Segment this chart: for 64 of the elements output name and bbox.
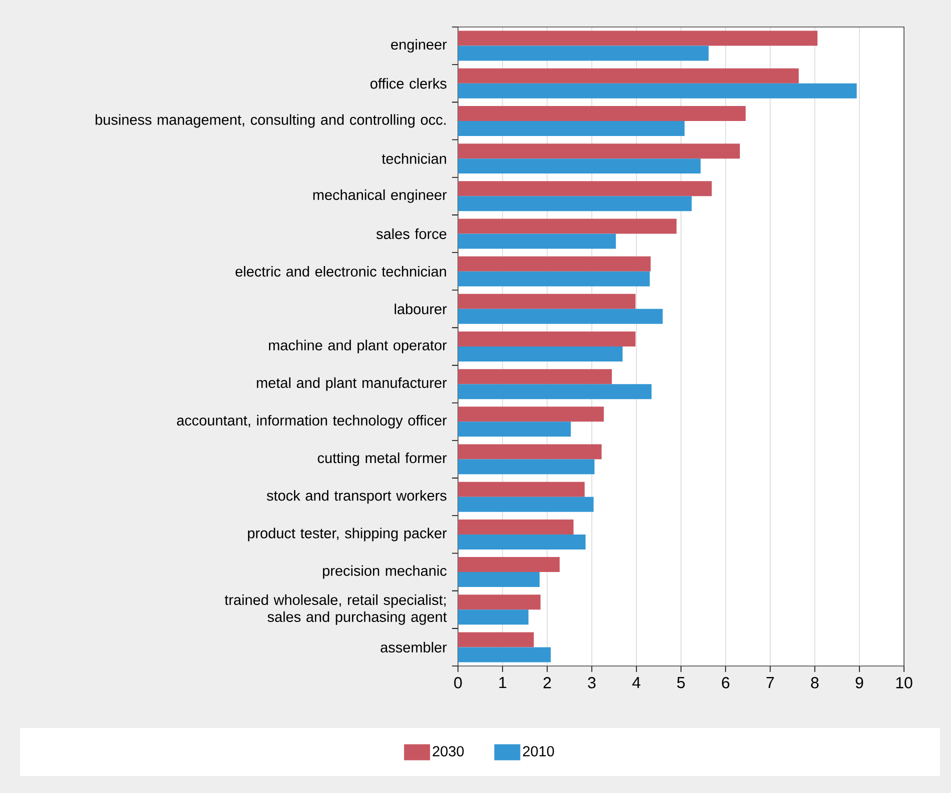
bar: [458, 196, 692, 212]
bar: [458, 534, 586, 550]
y-tick-label: stock and transport workers: [266, 490, 446, 504]
bar: [458, 422, 571, 437]
bar: [458, 444, 602, 460]
bar: [458, 406, 604, 422]
bar: [458, 218, 677, 234]
bar: [458, 496, 594, 512]
bar: [458, 308, 663, 324]
bar: [458, 647, 551, 662]
bar: [458, 294, 636, 309]
y-tick-label: business management, consulting and controlling occ.: [96, 114, 446, 128]
y-tick-label: labourer: [394, 304, 447, 314]
bar: [458, 256, 651, 272]
y-tick-label: precision mechanic: [322, 565, 447, 579]
y-tick-label: office clerks: [370, 78, 446, 89]
x-tick-label: 4: [632, 677, 640, 688]
y-tick-label: sales force: [376, 228, 446, 240]
bar: [458, 181, 712, 196]
bar: [458, 83, 857, 98]
x-tick-label: 1: [499, 677, 506, 688]
bar: [458, 144, 740, 159]
bar: [458, 594, 541, 610]
y-tick-label: machine and plant operator: [268, 340, 447, 354]
y-tick-label: technician: [382, 153, 446, 164]
y-tick-label: assembler: [380, 642, 447, 653]
bar: [458, 158, 701, 174]
y-tick-label: electric and electronic technician: [236, 266, 446, 277]
bar: [458, 46, 709, 61]
y-tick-label: trained wholesale, retail specialist; sales and purchasing agent: [224, 594, 447, 625]
x-tick-label: 0: [454, 677, 462, 688]
y-tick-label: product tester, shipping packer: [248, 528, 447, 542]
x-tick-label: 5: [677, 677, 685, 688]
bar: [458, 106, 746, 121]
x-tick-label: 10: [896, 677, 912, 688]
y-tick-label: mechanical engineer: [313, 189, 447, 203]
y-tick-label: accountant, information technology officer: [177, 414, 447, 428]
x-tick-label: 7: [766, 677, 774, 688]
bar: [458, 384, 652, 400]
y-tick-label: engineer: [391, 39, 447, 53]
y-tick-label: cutting metal former: [318, 452, 447, 466]
legend-label: 2010: [523, 746, 554, 756]
x-tick-label: 8: [811, 677, 819, 688]
bar: [458, 519, 574, 534]
bar: [458, 369, 612, 384]
bar: [458, 234, 616, 249]
bar: [458, 557, 560, 572]
bar: [458, 68, 799, 84]
bar: [458, 120, 685, 136]
bar: [458, 271, 650, 286]
bar: [458, 632, 534, 648]
x-tick-label: 9: [856, 677, 864, 688]
bar: [458, 332, 636, 347]
bar: [458, 572, 540, 588]
bar: [458, 30, 818, 46]
legend-label: 2030: [432, 746, 464, 756]
bar: [458, 459, 594, 474]
y-tick-label: metal and plant manufacturer: [256, 377, 447, 391]
x-tick-label: 6: [722, 677, 730, 688]
x-tick-label: 2: [544, 677, 551, 688]
x-tick-label: 3: [588, 677, 596, 688]
bar: [458, 346, 623, 362]
bar: [458, 482, 585, 497]
bar: [458, 610, 528, 625]
